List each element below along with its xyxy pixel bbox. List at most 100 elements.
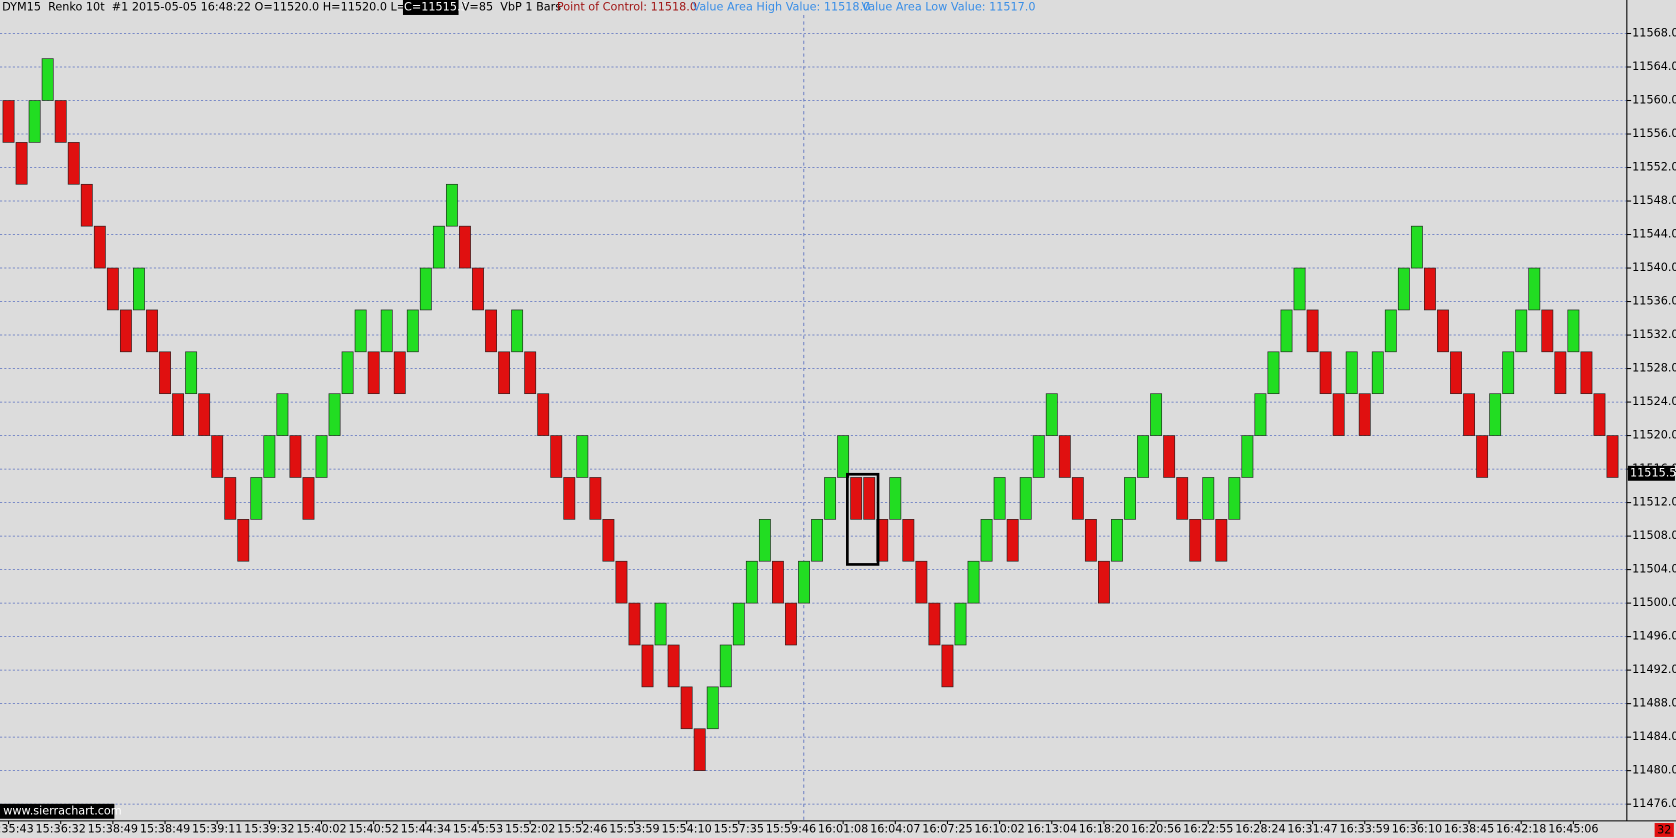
renko-brick: [159, 351, 171, 395]
renko-brick: [93, 225, 106, 269]
x-tick-label: 16:33:59: [1340, 822, 1390, 835]
renko-brick: [1332, 393, 1345, 436]
renko-brick: [406, 309, 419, 353]
x-tick-label: 15:54:10: [661, 822, 711, 835]
renko-brick: [1124, 477, 1136, 520]
renko-brick: [1228, 477, 1241, 520]
renko-brick: [1580, 351, 1593, 395]
renko-brick: [315, 435, 328, 478]
renko-brick: [1541, 309, 1554, 353]
renko-brick: [785, 602, 797, 646]
x-tick-label: 16:38:45: [1444, 822, 1494, 835]
renko-brick: [1567, 309, 1580, 353]
renko-brick: [185, 351, 198, 395]
y-tick-label: 11560.0: [1632, 94, 1676, 107]
renko-brick: [576, 435, 589, 478]
renko-brick: [1437, 309, 1449, 353]
renko-brick: [367, 351, 380, 395]
y-tick-label: 11484.0: [1632, 730, 1676, 743]
renko-brick: [80, 183, 93, 227]
renko-brick: [1515, 309, 1528, 353]
renko-brick: [1202, 477, 1215, 520]
y-tick-label: 11496.0: [1632, 630, 1676, 643]
renko-brick: [67, 142, 80, 185]
x-tick-label: 15:35:43: [0, 822, 34, 835]
renko-brick: [902, 519, 915, 562]
watermark-box: [0, 803, 115, 819]
x-tick-label: 15:52:02: [505, 822, 555, 835]
x-tick-label: 15:59:46: [766, 822, 816, 835]
renko-brick: [889, 477, 902, 520]
renko-brick: [341, 351, 354, 395]
close-highlight: [402, 0, 459, 15]
renko-brick: [993, 477, 1006, 520]
renko-brick: [706, 686, 719, 730]
renko-brick: [250, 477, 263, 520]
x-tick-label: 16:13:04: [1027, 822, 1077, 835]
x-tick-label: 15:44:34: [401, 822, 451, 835]
renko-brick: [380, 309, 393, 353]
renko-brick: [1306, 309, 1319, 353]
x-tick-label: 16:01:08: [818, 822, 868, 835]
renko-brick: [1032, 435, 1045, 478]
renko-brick: [1397, 267, 1410, 311]
renko-brick: [393, 351, 406, 395]
y-tick-label: 11552.0: [1632, 161, 1676, 174]
status-badge-box: [1654, 823, 1674, 837]
renko-brick: [472, 267, 484, 311]
x-tick-label: 15:40:02: [296, 822, 346, 835]
renko-brick: [1593, 393, 1606, 436]
y-tick-label: 11524.0: [1632, 395, 1676, 408]
renko-brick: [876, 519, 889, 562]
y-tick-label: 11540.0: [1632, 261, 1676, 274]
renko-brick: [289, 435, 302, 478]
renko-brick: [459, 225, 471, 269]
renko-brick: [146, 309, 158, 353]
renko-brick: [263, 435, 276, 478]
renko-brick: [850, 477, 863, 520]
renko-brick: [745, 560, 758, 604]
y-tick-label: 11536.0: [1632, 295, 1676, 308]
renko-brick: [1006, 519, 1019, 562]
watermark: www.sierrachart.com: [3, 804, 122, 817]
x-tick-label: 16:28:24: [1235, 822, 1285, 835]
renko-brick: [1084, 519, 1097, 562]
renko-brick: [15, 142, 28, 185]
x-tick-label: 16:31:47: [1287, 822, 1337, 835]
x-tick-label: 15:53:59: [609, 822, 659, 835]
renko-brick: [771, 560, 784, 604]
y-tick-label: 11508.0: [1632, 529, 1676, 542]
last-price-label: 11515.5: [1630, 466, 1676, 479]
x-tick-label: 15:40:52: [348, 822, 398, 835]
header-vah: Value Area High Value: 11518.0: [693, 0, 871, 13]
renko-brick: [106, 267, 119, 311]
y-tick-label: 11532.0: [1632, 328, 1676, 341]
renko-brick: [1176, 477, 1189, 520]
renko-brick: [1502, 351, 1515, 395]
renko-brick: [1606, 435, 1619, 478]
x-tick-label: 16:42:18: [1496, 822, 1546, 835]
renko-brick: [119, 309, 132, 353]
y-tick-label: 11528.0: [1632, 362, 1676, 375]
header-close: C=11515.5: [404, 0, 468, 13]
renko-brick: [1476, 435, 1489, 478]
renko-brick: [980, 519, 993, 562]
last-price-box: [1627, 465, 1675, 481]
y-tick-label: 11500.0: [1632, 596, 1676, 609]
renko-brick: [354, 309, 367, 353]
x-tick-label: 16:22:55: [1183, 822, 1233, 835]
renko-brick: [1163, 435, 1176, 478]
renko-brick: [837, 435, 850, 478]
x-tick-label: 15:52:46: [557, 822, 607, 835]
x-tick-label: 16:45:06: [1548, 822, 1598, 835]
renko-brick: [563, 477, 576, 520]
renko-brick: [1371, 351, 1384, 395]
y-tick-label: 11476.0: [1632, 797, 1676, 810]
renko-brick: [28, 100, 41, 143]
renko-brick: [589, 477, 602, 520]
x-tick-label: 16:10:02: [974, 822, 1024, 835]
status-badge: 32: [1657, 824, 1671, 837]
renko-brick: [511, 309, 524, 353]
renko-brick: [1098, 560, 1110, 604]
